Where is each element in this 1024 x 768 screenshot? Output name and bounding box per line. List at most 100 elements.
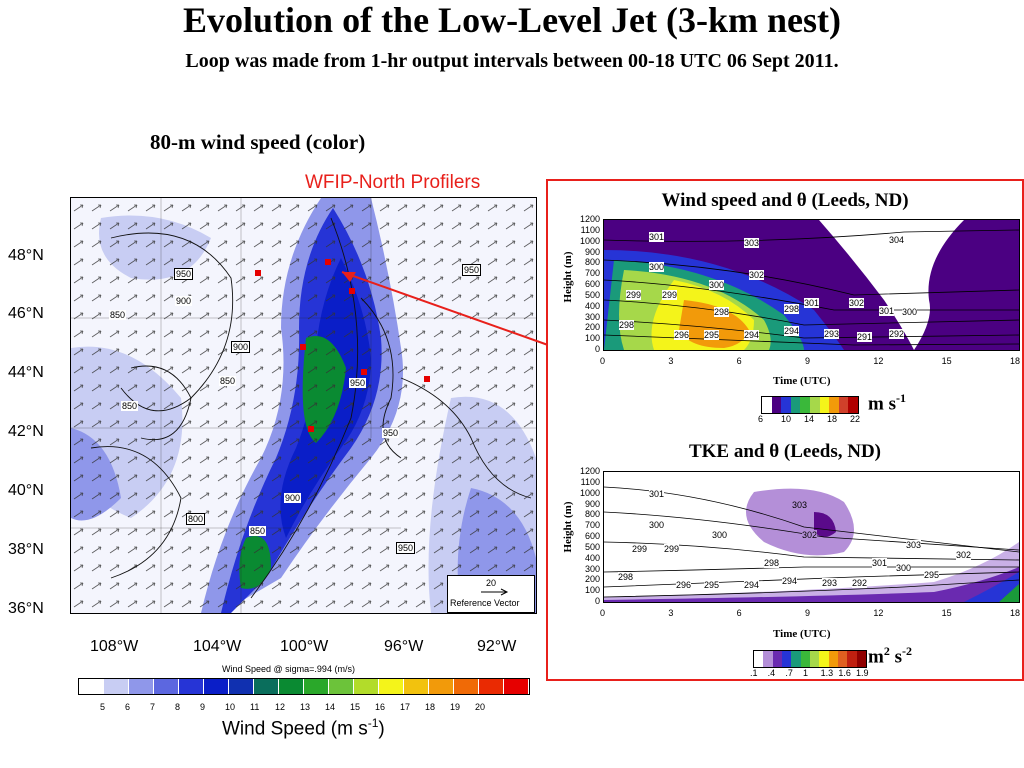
contour-label: 299 [632, 544, 648, 554]
colorbar-swatch [379, 679, 404, 694]
page-subtitle: Loop was made from 1-hr output intervals… [185, 50, 839, 72]
colorbar-swatch [771, 397, 782, 413]
map-colorbar [78, 678, 530, 695]
contour-label: 299 [664, 544, 680, 554]
contour-label: 302 [802, 530, 818, 540]
reference-vector-label: Reference Vector [450, 598, 520, 608]
colorbar-swatch [354, 679, 379, 694]
contour-label: 300 [649, 262, 665, 272]
tick-label: .4 [767, 668, 776, 678]
colorbar-swatch [129, 679, 154, 694]
profiler-dot [349, 288, 355, 294]
tick-label: 1 [803, 668, 809, 678]
contour-label: 302 [749, 270, 765, 280]
colorbar-swatch [791, 651, 801, 667]
tick-label: 800 [584, 257, 600, 268]
colorbar-swatch [819, 651, 829, 667]
contour-label: 300 [649, 520, 665, 530]
contour-label: 302 [956, 550, 972, 560]
contour-label: 304 [889, 235, 905, 245]
contour-label: 301 [649, 489, 665, 499]
tick-label: 400 [584, 552, 600, 563]
contour-label: 300 [712, 530, 728, 540]
colorbar-swatch [254, 679, 279, 694]
contour-label: 294 [744, 580, 760, 590]
wind-map-graphic [71, 198, 536, 613]
bottom-panel-title: TKE and θ (Leeds, ND) [688, 441, 882, 462]
tick-label: 15 [941, 356, 952, 366]
contour-label: 298 [619, 320, 635, 330]
lat-label: 44°N [8, 364, 44, 381]
contour-label: 299 [626, 290, 642, 300]
tick-label: 18 [1010, 356, 1021, 366]
contour-label: 294 [782, 576, 798, 586]
colorbar-tick: 7 [150, 702, 156, 712]
tick-label: 1000 [579, 487, 600, 498]
colorbar-swatch [179, 679, 204, 694]
contour-label: 950 [349, 378, 367, 388]
top-xlabel: Time (UTC) [773, 375, 831, 387]
colorbar-swatch [204, 679, 229, 694]
bottom-units: m2 s-2 [868, 644, 912, 668]
tick-label: 600 [584, 531, 600, 541]
tick-label: 12 [873, 356, 884, 366]
colorbar-swatch [104, 679, 129, 694]
top-colorbar-ticks: 6 10 14 18 22 [758, 414, 860, 424]
colorbar-tick: 5 [100, 702, 106, 712]
tick-label: 0 [594, 596, 600, 606]
colorbar-swatch [800, 651, 810, 667]
contour-label: 300 [902, 307, 918, 317]
colorbar-swatch [229, 679, 254, 694]
top-y-ticks: 1200 1100 1000 900 800 700 600 500 400 300 200 100 0 [568, 214, 600, 354]
tick-label: 1200 [579, 214, 600, 224]
reference-vector-box: 20 Reference Vector [447, 575, 535, 613]
top-plot: 301 303 304 300 302 299 299 300 298 298 … [603, 219, 1020, 351]
tick-label: 12 [873, 608, 884, 618]
top-colorbar [761, 396, 859, 414]
contour-label: 293 [824, 329, 840, 339]
colorbar-swatch [79, 679, 104, 694]
colorbar-swatch [848, 397, 858, 413]
contour-label: 292 [889, 329, 905, 339]
lon-label: 96°W [384, 638, 424, 655]
contour-label: 294 [744, 330, 760, 340]
contour-label: 291 [857, 332, 873, 342]
contour-label: 800 [186, 513, 206, 525]
colorbar-swatch [754, 651, 764, 667]
colorbar-swatch [856, 651, 866, 667]
colorbar-swatch [154, 679, 179, 694]
lon-label: 100°W [280, 638, 329, 655]
contour-label: 900 [175, 296, 193, 306]
contour-label: 295 [924, 570, 940, 580]
contour-label: 850 [249, 526, 267, 536]
colorbar-tick: 13 [300, 702, 311, 712]
top-panel-title: Wind speed and θ (Leeds, ND) [661, 190, 909, 211]
colorbar-swatch [819, 397, 830, 413]
top-x-ticks: 0 3 6 9 12 15 18 [600, 356, 1021, 368]
contour-label: 298 [618, 572, 634, 582]
colorbar-tick: 6 [125, 702, 131, 712]
colorbar-swatch [762, 397, 772, 413]
colorbar-swatch [781, 651, 792, 667]
contour-label: 950 [396, 542, 416, 554]
tick-label: 1000 [579, 235, 600, 246]
contour-label: 302 [849, 298, 865, 308]
contour-label: 950 [382, 428, 400, 438]
profiler-dot [308, 426, 314, 432]
lon-label: 108°W [90, 638, 139, 655]
tick-label: .7 [785, 668, 793, 678]
lon-label: 104°W [193, 638, 242, 655]
tick-label: 200 [584, 322, 600, 333]
bottom-colorbar [753, 650, 867, 668]
bottom-plot: 301 303 300 300 302 303 299 299 298 302 … [603, 471, 1020, 603]
profiler-panel: Wind speed and θ (Leeds, ND) Height (m) … [546, 179, 1024, 681]
profiler-dot [325, 259, 331, 265]
colorbar-swatch [279, 679, 304, 694]
tick-label: 800 [584, 509, 600, 520]
reference-vector-value: 20 [486, 578, 497, 588]
tick-label: 1.3 [820, 668, 834, 678]
contour-label: 298 [784, 304, 800, 314]
tick-label: 3 [668, 608, 674, 618]
colorbar-tick: 17 [400, 702, 411, 712]
tick-label: 0 [600, 608, 606, 618]
